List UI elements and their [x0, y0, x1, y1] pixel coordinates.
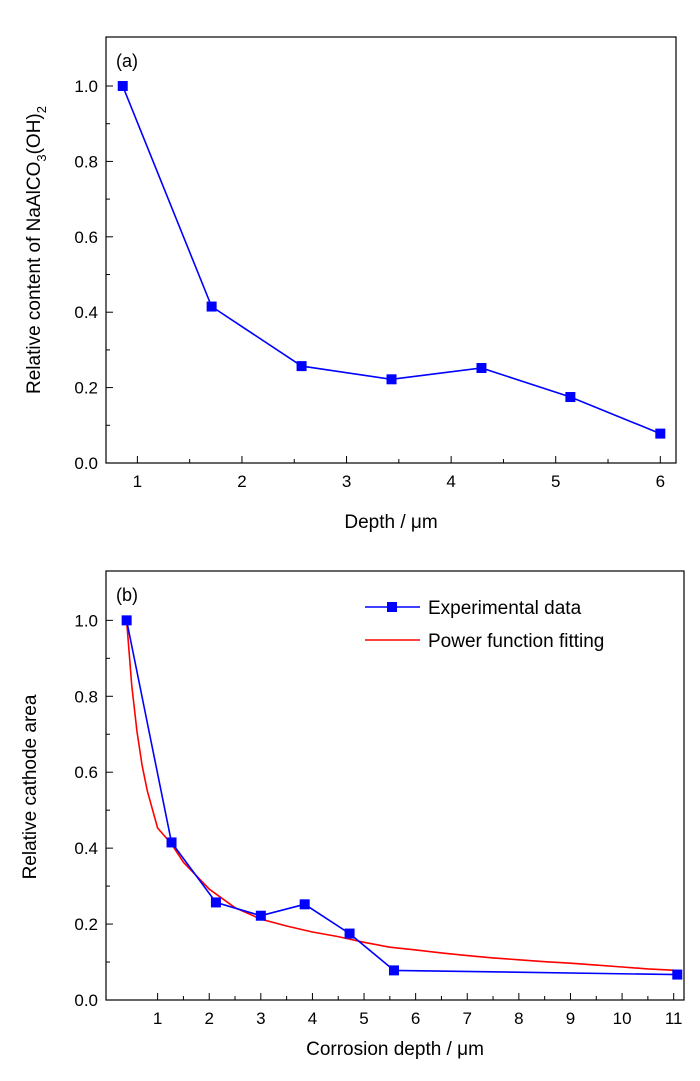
x-tick-label: 5	[551, 472, 560, 491]
panel-label: (b)	[116, 585, 138, 605]
data-point	[655, 428, 666, 439]
x-tick-label: 3	[256, 1009, 265, 1028]
axis-ticks: 0.0 0.2 0.4 0.6 0.8 1.0 1 2 3 4 5 6	[74, 77, 665, 491]
y-tick-label: 0.4	[74, 839, 98, 858]
x-tick-label: 1	[133, 472, 142, 491]
series-line-1	[125, 620, 678, 972]
x-tick-label: 6	[411, 1009, 420, 1028]
data-point	[117, 81, 128, 92]
series-line-0	[125, 620, 678, 976]
chart-panel-a: 0.00.20.40.60.81.01 2 3 4 5 6 (a) Depth / μm …	[24, 36, 677, 533]
data-point	[255, 910, 266, 921]
data-point	[210, 897, 221, 908]
plot-frame	[105, 570, 685, 1001]
x-tick-label: 10	[613, 1009, 632, 1028]
x-tick-label: 9	[566, 1009, 575, 1028]
y-tick-label: 0.2	[74, 915, 98, 934]
y-axis-label-sub2: 2	[34, 106, 49, 113]
x-tick-label: 1	[153, 1009, 162, 1028]
y-tick-label: 1.0	[74, 611, 98, 630]
legend-label-experimental: Experimental data	[428, 598, 582, 619]
data-point	[206, 301, 217, 312]
y-tick-label: 0.6	[74, 228, 98, 247]
data-point	[476, 362, 487, 373]
y-axis-label: Relative content of NaAlCO3(OH)2	[24, 106, 49, 394]
y-tick-label: 0.8	[74, 687, 98, 706]
y-axis-label-mid: (OH)	[24, 113, 45, 154]
data-point	[386, 374, 397, 385]
x-axis-label: Depth / μm	[344, 512, 437, 533]
data-point	[388, 965, 399, 976]
chart-panel-b: 0.0 0.2 0.4 0.6 0.8 1.0 1 2 3 4 5 6 7 8 9 10 11 (b) Corr…	[20, 570, 685, 1060]
legend-marker-experimental	[387, 602, 397, 612]
y-tick-label: 0.0	[74, 454, 98, 473]
plot-frame	[105, 36, 677, 464]
data-point	[299, 899, 310, 910]
x-tick-label: 6	[656, 472, 665, 491]
x-tick-label: 5	[359, 1009, 368, 1028]
legend: Experimental data Power function fitting	[365, 598, 604, 652]
x-tick-label: 4	[446, 472, 455, 491]
data-point	[672, 969, 683, 980]
series-layer	[117, 81, 666, 439]
axis-ticks: 0.0 0.2 0.4 0.6 0.8 1.0 1 2 3 4 5 6 7 8 9 10 11	[74, 611, 682, 1028]
y-tick-label: 0.4	[74, 303, 98, 322]
data-point	[296, 361, 307, 372]
data-point	[344, 928, 355, 939]
panel-label: (a)	[116, 51, 138, 71]
y-tick-label: 0.0	[74, 991, 98, 1010]
legend-label-fitting: Power function fitting	[428, 631, 604, 652]
x-tick-label: 11	[665, 1009, 683, 1028]
y-axis-label: Relative cathode area	[20, 694, 41, 879]
y-axis-label-main: Relative content of NaAlCO	[24, 162, 45, 394]
series-layer	[121, 615, 683, 980]
data-point	[121, 615, 132, 626]
y-tick-label: 0.2	[74, 379, 98, 398]
y-axis-label-sub1: 3	[34, 154, 49, 161]
x-tick-label: 8	[514, 1009, 523, 1028]
data-point	[565, 392, 576, 403]
y-tick-label: 1.0	[74, 77, 98, 96]
y-tick-label: 0.6	[74, 763, 98, 782]
data-point	[166, 837, 177, 848]
y-tick-label: 0.8	[74, 152, 98, 171]
x-tick-label: 4	[308, 1009, 317, 1028]
x-tick-label: 7	[463, 1009, 472, 1028]
x-axis-label: Corrosion depth / μm	[306, 1039, 484, 1060]
x-tick-label: 2	[237, 472, 246, 491]
x-tick-label: 3	[342, 472, 351, 491]
x-tick-label: 2	[204, 1009, 213, 1028]
